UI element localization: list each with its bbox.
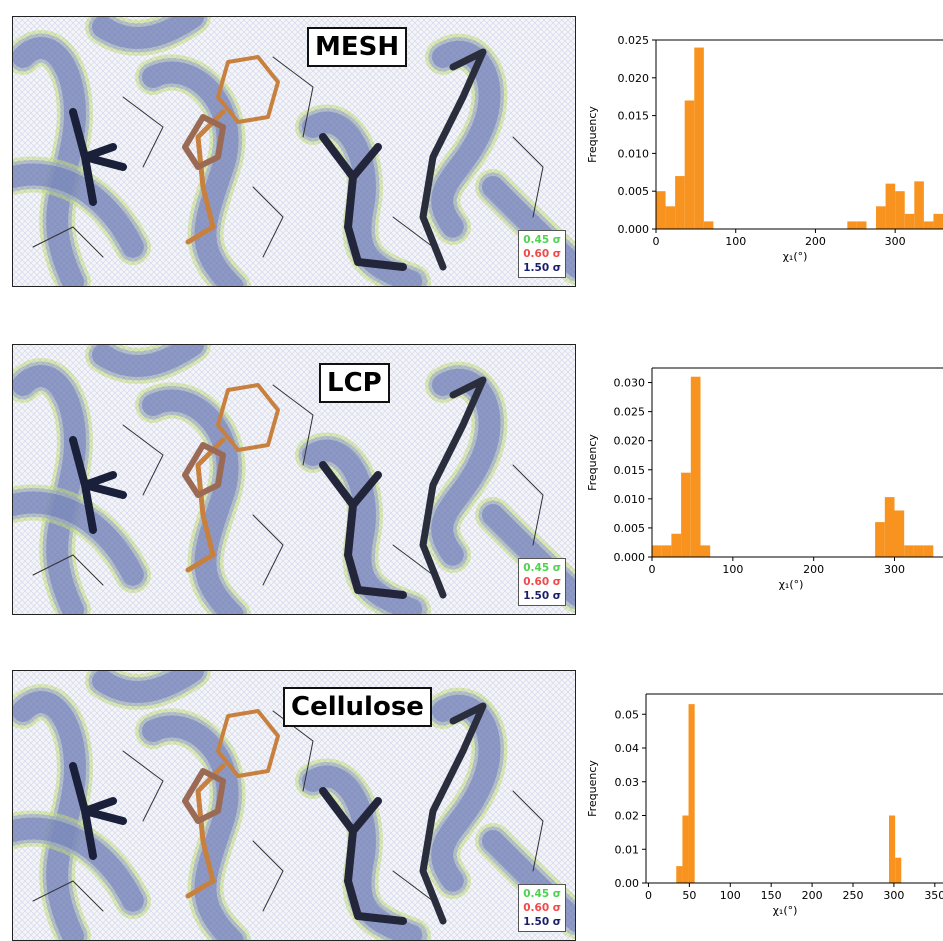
x-tick-label: 100 bbox=[720, 889, 741, 902]
histogram-bar bbox=[688, 704, 695, 883]
x-axis-label: χ₁(°) bbox=[783, 250, 808, 263]
histogram-bar bbox=[923, 221, 934, 229]
histogram-bar bbox=[671, 533, 682, 557]
legend-level-blue: 1.50 σ bbox=[523, 590, 561, 602]
histogram-bar bbox=[681, 472, 691, 557]
x-tick-label: 300 bbox=[883, 889, 904, 902]
y-axis-label: Frequency bbox=[586, 434, 599, 491]
chi1-histogram-cellulose: 0.00 0.01 0.02 0.03 0.04 0.05 0 50 100 150 200 250 3… bbox=[586, 693, 943, 917]
histogram-bar bbox=[885, 183, 896, 229]
legend-level-red: 0.60 σ bbox=[523, 902, 561, 914]
contour-legend: 0.45 σ 0.60 σ 1.50 σ bbox=[518, 558, 566, 606]
y-tick-label: 0.010 bbox=[618, 147, 650, 160]
y-tick-label: 0.030 bbox=[614, 377, 646, 390]
legend-level-green: 0.45 σ bbox=[523, 562, 561, 574]
legend-level-red: 0.60 σ bbox=[523, 248, 561, 260]
x-tick-label: 50 bbox=[682, 889, 696, 902]
x-tick-label: 250 bbox=[843, 889, 864, 902]
y-tick-label: 0.03 bbox=[615, 776, 640, 789]
histogram-bar bbox=[661, 545, 672, 557]
panel-label-cellulose: Cellulose bbox=[283, 687, 432, 727]
y-tick-label: 0.020 bbox=[614, 435, 646, 448]
histogram-bar bbox=[690, 376, 701, 557]
histogram-bar bbox=[700, 545, 711, 557]
histogram-bar bbox=[884, 497, 895, 557]
histogram-bar bbox=[914, 181, 924, 229]
electron-density-image bbox=[13, 17, 575, 286]
histogram-bar bbox=[675, 176, 685, 229]
contour-legend: 0.45 σ 0.60 σ 1.50 σ bbox=[518, 230, 566, 278]
histogram-bar bbox=[895, 191, 905, 229]
x-tick-label: 200 bbox=[802, 889, 823, 902]
x-tick-label: 0 bbox=[653, 235, 660, 248]
histogram-bar bbox=[904, 213, 915, 229]
y-tick-label: 0.010 bbox=[614, 493, 646, 506]
x-tick-label: 0 bbox=[649, 563, 656, 576]
y-tick-label: 0.015 bbox=[618, 110, 650, 123]
legend-level-green: 0.45 σ bbox=[523, 888, 561, 900]
histogram-bar bbox=[694, 47, 704, 229]
y-axis-label: Frequency bbox=[586, 106, 599, 163]
x-axis-label: χ₁(°) bbox=[773, 904, 798, 917]
y-tick-label: 0.005 bbox=[618, 185, 650, 198]
electron-density-image bbox=[13, 345, 575, 614]
chi1-histogram-mesh: 0.000 0.005 0.010 0.015 0.020 0.025 0 100 200 300… bbox=[586, 34, 943, 263]
y-tick-label: 0.005 bbox=[614, 522, 646, 535]
histogram-bar bbox=[684, 100, 695, 229]
y-tick-label: 0.015 bbox=[614, 464, 646, 477]
panel-label-mesh: MESH bbox=[307, 27, 408, 67]
histogram-bar bbox=[856, 221, 867, 229]
y-axis-label: Frequency bbox=[586, 760, 599, 817]
histogram-bar bbox=[676, 866, 683, 883]
x-tick-label: 200 bbox=[803, 563, 824, 576]
y-tick-label: 0.020 bbox=[618, 72, 650, 85]
y-tick-label: 0.05 bbox=[615, 708, 640, 721]
histogram-bar bbox=[665, 206, 676, 229]
x-tick-label: 200 bbox=[805, 235, 826, 248]
x-tick-label: 350 bbox=[924, 889, 943, 902]
panel-label-lcp: LCP bbox=[319, 363, 390, 403]
y-tick-label: 0.000 bbox=[614, 551, 646, 564]
histogram-bar bbox=[895, 857, 902, 883]
x-tick-label: 300 bbox=[884, 563, 905, 576]
legend-level-blue: 1.50 σ bbox=[523, 916, 561, 928]
density-panel-lcp: LCP 0.45 σ 0.60 σ 1.50 σ bbox=[12, 344, 576, 615]
x-tick-label: 100 bbox=[725, 235, 746, 248]
y-tick-label: 0.02 bbox=[615, 810, 640, 823]
histogram-bar bbox=[847, 221, 857, 229]
y-tick-label: 0.01 bbox=[615, 843, 640, 856]
histogram-bar bbox=[889, 815, 896, 883]
histogram-bar bbox=[923, 545, 934, 557]
density-panel-cellulose: Cellulose 0.45 σ 0.60 σ 1.50 σ bbox=[12, 670, 576, 941]
histogram-bar bbox=[656, 191, 666, 229]
x-tick-label: 0 bbox=[645, 889, 652, 902]
legend-level-red: 0.60 σ bbox=[523, 576, 561, 588]
y-tick-label: 0.04 bbox=[615, 742, 640, 755]
x-tick-label: 100 bbox=[722, 563, 743, 576]
histogram-bar bbox=[682, 815, 689, 883]
chi1-histogram-lcp: 0.000 0.005 0.010 0.015 0.020 0.025 0.030 0 100 2… bbox=[586, 367, 943, 591]
histogram-bar bbox=[703, 221, 714, 229]
histogram-bar bbox=[913, 545, 924, 557]
histogram-bar bbox=[875, 522, 885, 557]
legend-level-green: 0.45 σ bbox=[523, 234, 561, 246]
y-tick-label: 0.025 bbox=[614, 406, 646, 419]
y-tick-label: 0.000 bbox=[618, 223, 650, 236]
histogram-bar bbox=[933, 213, 943, 229]
legend-level-blue: 1.50 σ bbox=[523, 262, 561, 274]
density-panel-mesh: MESH 0.45 σ 0.60 σ 1.50 σ bbox=[12, 16, 576, 287]
contour-legend: 0.45 σ 0.60 σ 1.50 σ bbox=[518, 884, 566, 932]
histogram-bar bbox=[652, 545, 662, 557]
x-tick-label: 300 bbox=[885, 235, 906, 248]
histogram-bar bbox=[894, 510, 905, 557]
histogram-bar bbox=[904, 545, 914, 557]
y-tick-label: 0.00 bbox=[615, 877, 640, 890]
histogram-bar bbox=[876, 206, 886, 229]
x-axis-label: χ₁(°) bbox=[779, 578, 804, 591]
electron-density-image bbox=[13, 671, 575, 940]
x-tick-label: 150 bbox=[761, 889, 782, 902]
y-tick-label: 0.025 bbox=[618, 34, 650, 47]
